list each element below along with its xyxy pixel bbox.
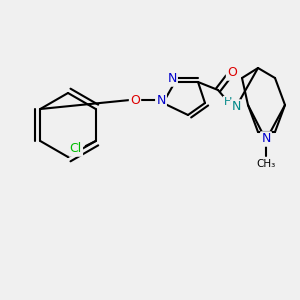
Text: N: N xyxy=(156,94,166,107)
Text: H: H xyxy=(224,97,232,107)
Text: O: O xyxy=(227,67,237,80)
Text: O: O xyxy=(130,94,140,106)
Text: N: N xyxy=(231,100,241,113)
Text: CH₃: CH₃ xyxy=(256,159,276,169)
Text: N: N xyxy=(261,133,271,146)
Text: N: N xyxy=(167,73,177,85)
Text: Cl: Cl xyxy=(70,142,82,155)
